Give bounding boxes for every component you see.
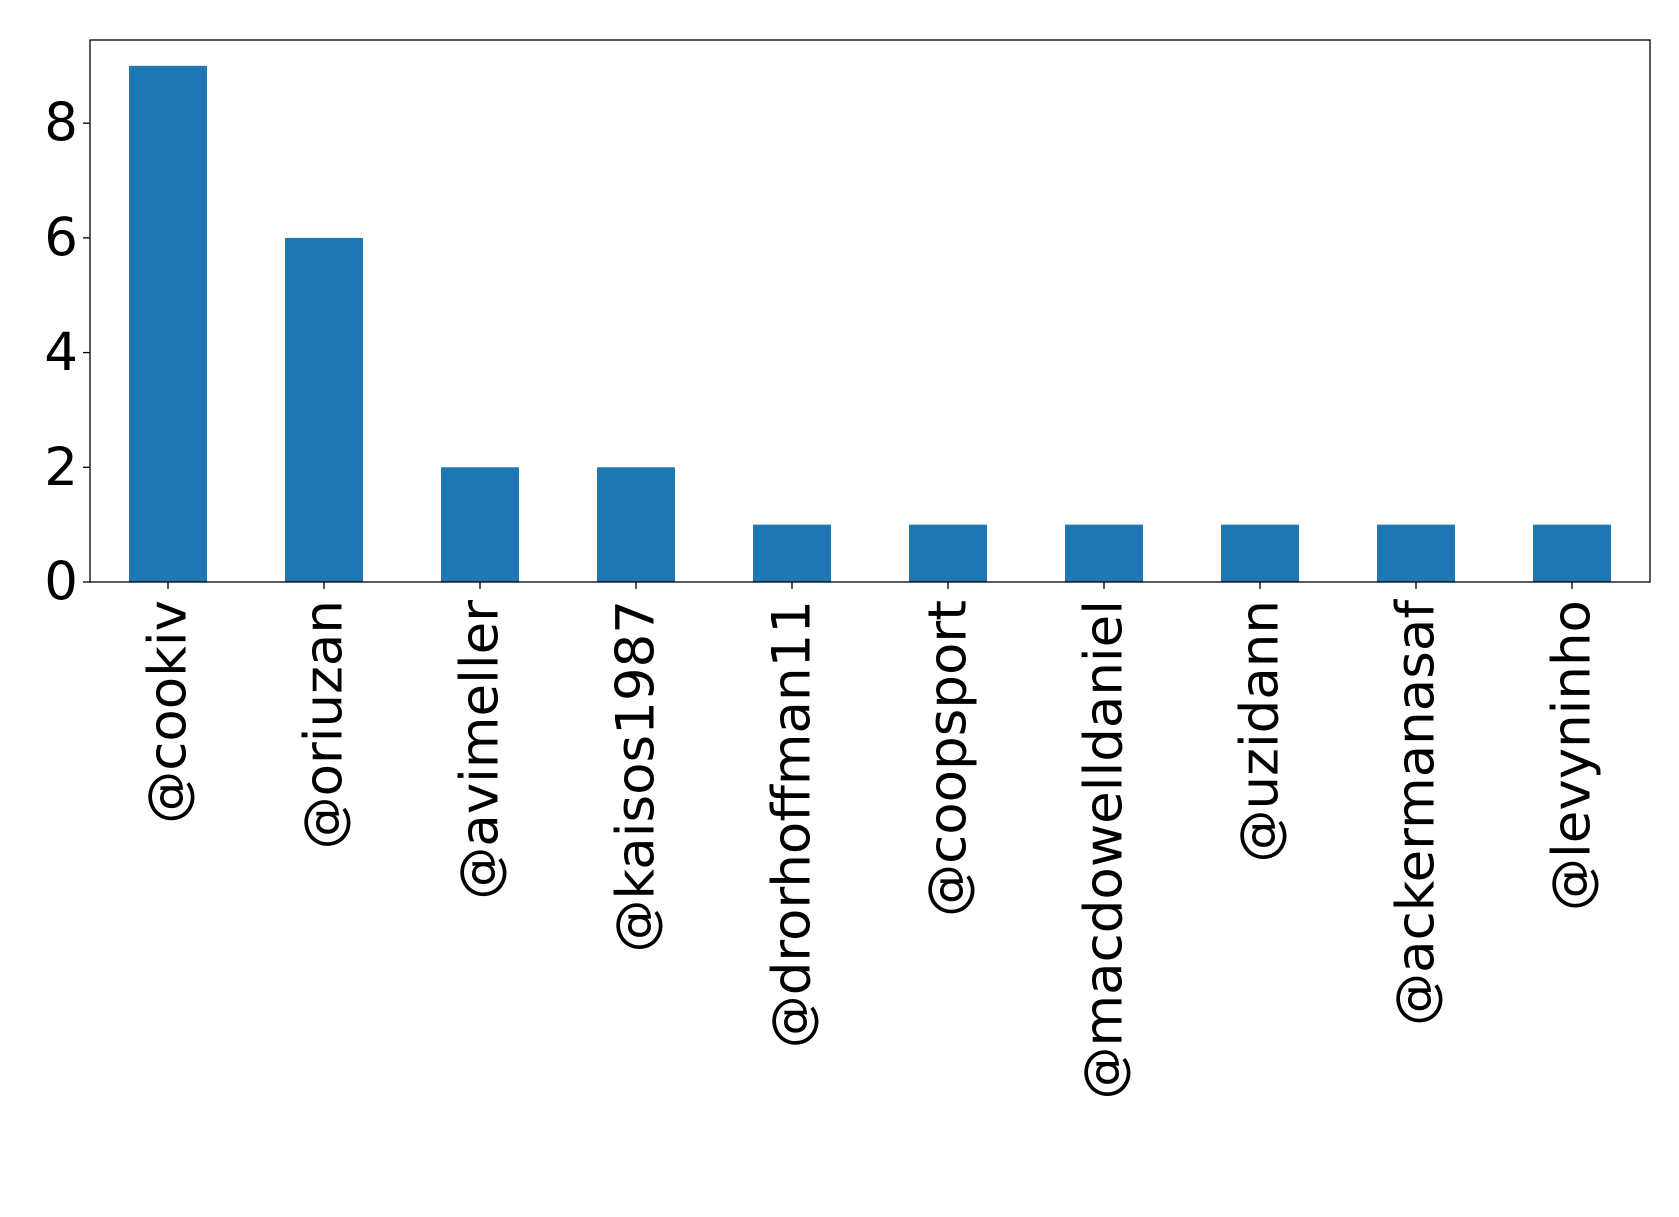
bar-oriuzan bbox=[285, 237, 363, 582]
x-tick-label: @macdowelldaniel bbox=[1074, 600, 1135, 1100]
y-tick-label: 4 bbox=[44, 322, 78, 383]
y-tick-label: 8 bbox=[44, 93, 78, 154]
bar-levyninho bbox=[1533, 524, 1611, 582]
x-tick-label: @coopsport bbox=[918, 600, 979, 917]
x-tick-label: @drorhoffman11 bbox=[762, 600, 823, 1048]
y-axis-ticks: 0 2 4 6 8 bbox=[44, 93, 90, 613]
x-tick-label: @oriuzan bbox=[294, 600, 355, 849]
bar-kaisos1987 bbox=[597, 467, 675, 582]
bar-cookiv bbox=[129, 65, 207, 583]
axes-layer bbox=[89, 39, 1651, 583]
x-tick-label: @levyninho bbox=[1542, 600, 1603, 911]
x-tick-label: @avimeller bbox=[450, 600, 511, 900]
bar-ackermanasaf bbox=[1377, 524, 1455, 582]
y-tick-label: 2 bbox=[44, 437, 78, 498]
x-tick-label: @kaisos1987 bbox=[606, 600, 667, 953]
x-axis-ticks: @cookiv @oriuzan @avimeller @kaisos1987 @dro… bbox=[138, 582, 1603, 1100]
x-tick-label: @ackermanasaf bbox=[1386, 599, 1447, 1026]
bar-uzidann bbox=[1221, 524, 1299, 582]
bar-avimeller bbox=[441, 467, 519, 582]
axes-frame bbox=[89, 39, 1651, 583]
x-tick-label: @cookiv bbox=[138, 600, 199, 824]
bar-macdowelldaniel bbox=[1065, 524, 1143, 582]
y-tick-label: 0 bbox=[44, 552, 78, 613]
bar-drorhoffman11 bbox=[753, 524, 831, 582]
bar-coopsport bbox=[909, 524, 987, 582]
x-tick-label: @uzidann bbox=[1230, 600, 1291, 862]
bars-layer bbox=[129, 65, 1611, 583]
y-tick-label: 6 bbox=[44, 207, 78, 268]
